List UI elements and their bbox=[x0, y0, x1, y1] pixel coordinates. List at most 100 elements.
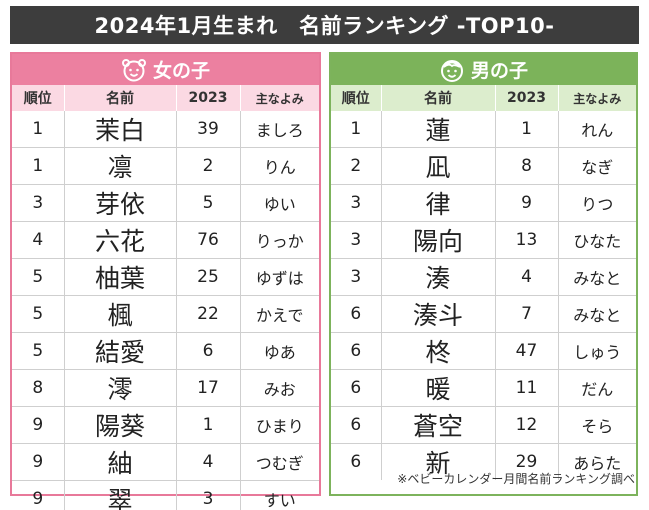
rank-cell: 6 bbox=[331, 295, 382, 333]
rank-cell: 9 bbox=[12, 406, 65, 444]
rank-cell: 6 bbox=[331, 332, 382, 370]
table-row: 9 陽葵 1 ひまり bbox=[12, 406, 319, 444]
reading-cell: すい bbox=[263, 491, 296, 510]
reading-cell: つむぎ bbox=[240, 443, 319, 481]
table-row: 1 凛 2 りん bbox=[12, 147, 319, 185]
rank-cell: 5 bbox=[12, 295, 65, 333]
prev-year-rank-cell: 17 bbox=[176, 369, 241, 407]
prev-year-rank-cell: 11 bbox=[495, 369, 559, 407]
name-cell: 六花 bbox=[64, 221, 177, 259]
rank-cell: 5 bbox=[12, 332, 65, 370]
rank-cell: 6 bbox=[331, 406, 382, 444]
rank-cell: 6 bbox=[331, 369, 382, 407]
prev-year-rank-cell: 47 bbox=[495, 332, 559, 370]
prev-year-rank-cell: 2 bbox=[176, 147, 241, 185]
reading-cell: みなと bbox=[558, 295, 636, 333]
name-cell: 柊 bbox=[381, 332, 496, 370]
girls-panel-header: 女の子 bbox=[12, 54, 319, 85]
name-cell: 柚葉 bbox=[64, 258, 177, 296]
reading-cell: ひまり bbox=[240, 406, 319, 444]
girls-heading: 女の子 bbox=[152, 60, 210, 82]
prev-year-rank-cell: 12 bbox=[495, 406, 559, 444]
name-cell: 蒼空 bbox=[381, 406, 496, 444]
prev-year-rank-cell: 5 bbox=[176, 184, 241, 222]
reading-cell: ましろ bbox=[240, 111, 319, 148]
prev-year-column-header: 2023 bbox=[176, 85, 241, 111]
name-cell: 紬 bbox=[64, 443, 177, 481]
table-row: 3 陽向 13 ひなた bbox=[331, 221, 636, 259]
name-cell: 陽向 bbox=[381, 221, 496, 259]
name-cell: 暖 bbox=[381, 369, 496, 407]
boys-table-header-row: 順位 名前 2023 主なよみ bbox=[331, 85, 636, 111]
name-cell: 結愛 bbox=[64, 332, 177, 370]
reading-cell: ひなた bbox=[558, 221, 636, 259]
girls-ranking-table: 順位 名前 2023 主なよみ 1 茉白 39 ましろ 1 凛 2 りん 3 芽依 5 ゆい 4 六花 76… bbox=[12, 85, 319, 510]
reading-cell: かえで bbox=[240, 295, 319, 333]
reading-cell: そら bbox=[558, 406, 636, 444]
girls-table-header-row: 順位 名前 2023 主なよみ bbox=[12, 85, 319, 111]
name-cell: 新 bbox=[381, 443, 496, 480]
rank-cell: 1 bbox=[331, 111, 382, 148]
reading-column-header: 主なよみ bbox=[558, 85, 636, 111]
reading-cell: みなと bbox=[558, 258, 636, 296]
rank-cell: 9 bbox=[12, 480, 65, 510]
rank-cell: 6 bbox=[331, 443, 382, 480]
name-cell: 律 bbox=[381, 184, 496, 222]
reading-cell: れん bbox=[558, 111, 636, 148]
reading-cell: りつ bbox=[558, 184, 636, 222]
rank-cell: 9 bbox=[12, 443, 65, 481]
name-cell: 楓 bbox=[64, 295, 177, 333]
name-cell: 凛 bbox=[64, 147, 177, 185]
prev-year-rank-cell: 4 bbox=[495, 258, 559, 296]
girls-ranking-panel: 女の子 順位 名前 2023 主なよみ 1 茉白 39 ましろ 1 凛 2 りん 3 芽依 5 ゆい 4… bbox=[10, 52, 321, 510]
prev-year-rank-cell: 6 bbox=[176, 332, 241, 370]
prev-year-rank-cell: 9 bbox=[495, 184, 559, 222]
reading-cell: なぎ bbox=[558, 147, 636, 185]
prev-year-rank-cell: 1 bbox=[495, 111, 559, 148]
rank-cell: 8 bbox=[12, 369, 65, 407]
prev-year-rank-cell: 76 bbox=[176, 221, 241, 259]
name-cell: 陽葵 bbox=[64, 406, 177, 444]
boys-ranking-panel: 男の子 順位 名前 2023 主なよみ 1 蓮 1 れん 2 凪 8 なぎ 3 律 9 りつ 3 陽向 13… bbox=[329, 52, 638, 496]
prev-year-rank-cell: 8 bbox=[495, 147, 559, 185]
boys-heading: 男の子 bbox=[470, 60, 528, 82]
girl-face-icon bbox=[121, 58, 146, 81]
table-row: 9 翠 3 すい bbox=[12, 480, 319, 510]
prev-year-rank-cell: 22 bbox=[176, 295, 241, 333]
prev-year-rank-cell: 39 bbox=[176, 111, 241, 148]
rank-cell: 3 bbox=[331, 258, 382, 296]
reading-cell: だん bbox=[558, 369, 636, 407]
name-cell: 湊 bbox=[381, 258, 496, 296]
prev-year-rank-cell: 3 bbox=[176, 480, 241, 510]
rank-cell: 1 bbox=[12, 147, 65, 185]
prev-year-rank-cell: 13 bbox=[495, 221, 559, 259]
source-footnote: ※ベビーカレンダー月間名前ランキング調べ bbox=[397, 472, 635, 486]
table-row: 1 蓮 1 れん bbox=[331, 111, 636, 148]
reading-cell: りん bbox=[240, 147, 319, 185]
table-row: 8 澪 17 みお bbox=[12, 369, 319, 407]
table-row: 2 凪 8 なぎ bbox=[331, 147, 636, 185]
table-row: 6 柊 47 しゅう bbox=[331, 332, 636, 370]
table-row: 6 湊斗 7 みなと bbox=[331, 295, 636, 333]
prev-year-rank-cell: 4 bbox=[176, 443, 241, 481]
rank-cell: 5 bbox=[12, 258, 65, 296]
reading-column-header: 主なよみ bbox=[240, 85, 319, 111]
reading-cell: しゅう bbox=[558, 332, 636, 370]
table-row: 1 茉白 39 ましろ bbox=[12, 111, 319, 148]
name-column-header: 名前 bbox=[64, 85, 177, 111]
name-cell: 湊斗 bbox=[381, 295, 496, 333]
reading-cell: ゆあ bbox=[240, 332, 319, 370]
table-row: 5 楓 22 かえで bbox=[12, 295, 319, 333]
rank-cell: 3 bbox=[12, 184, 65, 222]
reading-cell: みお bbox=[240, 369, 319, 407]
reading-cell: ゆい bbox=[240, 184, 319, 222]
table-row: 4 六花 76 りっか bbox=[12, 221, 319, 259]
name-cell: 蓮 bbox=[381, 111, 496, 148]
page-title: 2024年1月生まれ 名前ランキング -TOP10- bbox=[10, 6, 639, 44]
name-cell: 凪 bbox=[381, 147, 496, 185]
rank-column-header: 順位 bbox=[331, 85, 382, 111]
boys-ranking-table: 順位 名前 2023 主なよみ 1 蓮 1 れん 2 凪 8 なぎ 3 律 9 りつ 3 陽向 13 ひなた 3… bbox=[331, 85, 636, 480]
table-row: 3 律 9 りつ bbox=[331, 184, 636, 222]
boys-panel-header: 男の子 bbox=[331, 54, 636, 85]
reading-cell: ゆずは bbox=[240, 258, 319, 296]
